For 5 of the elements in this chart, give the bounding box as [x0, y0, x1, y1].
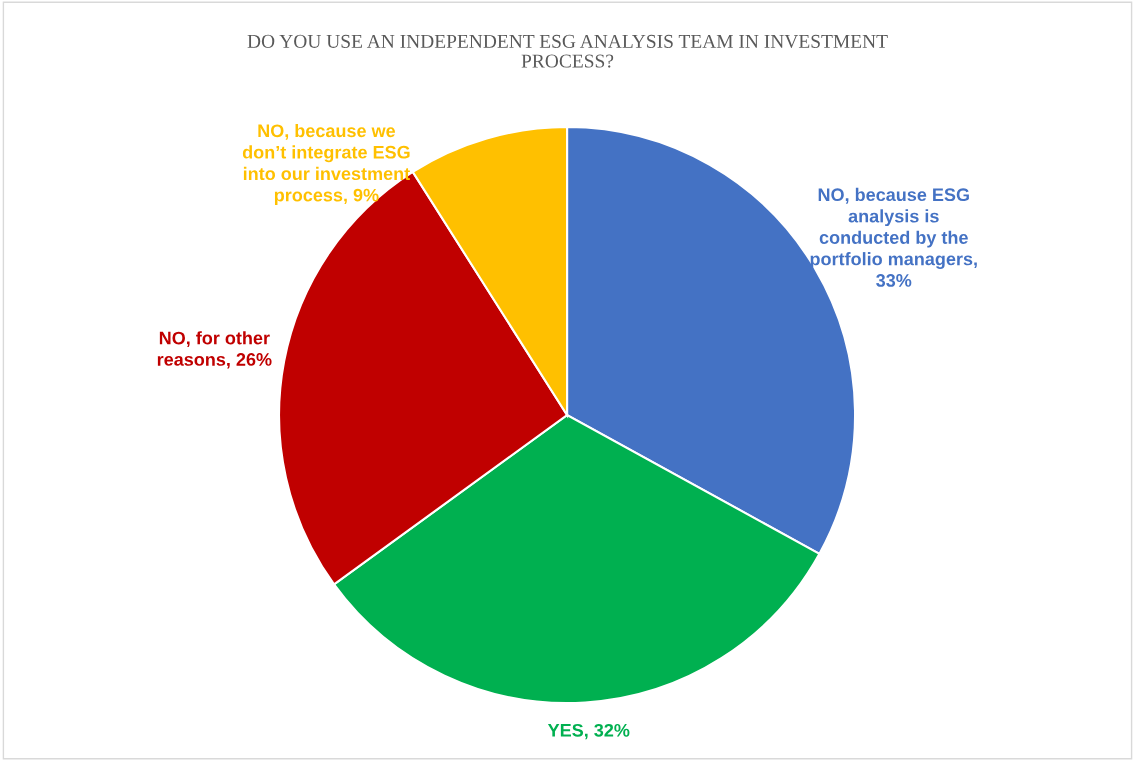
chart-title: DO YOU USE AN INDEPENDENT ESG ANALYSIS TEAM IN INVESTMENT PROCESS?	[247, 34, 888, 68]
slice-label: YES, 32%	[547, 723, 630, 740]
slice-label: NO, because ESG analysis is conducted by the portfolio managers, 33%	[810, 187, 977, 287]
slice-label: NO, for other reasons, 26%	[157, 331, 272, 369]
slice-label: NO, because we don’t integrate ESG into our investment process, 9%	[242, 123, 410, 206]
